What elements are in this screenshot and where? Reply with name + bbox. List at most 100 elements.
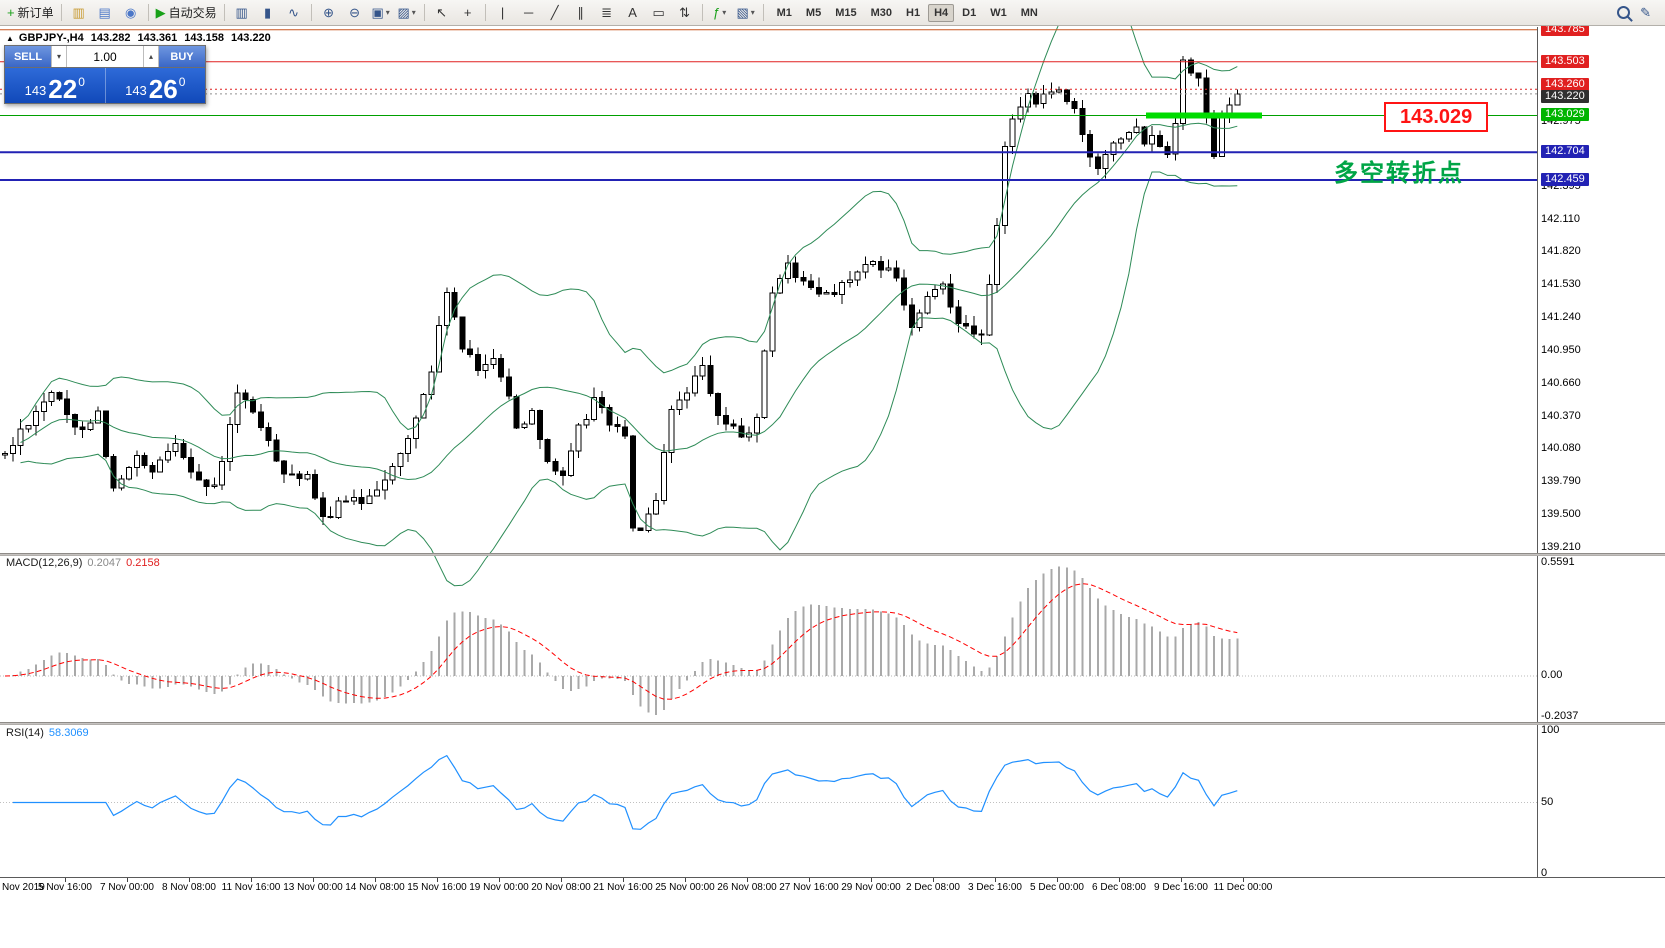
time-axis-label: 5 Nov 16:00: [38, 882, 92, 893]
time-axis-tick: [685, 878, 686, 882]
edit-icon[interactable]: ✎: [1640, 5, 1651, 20]
zoom-in-icon: ⊕: [323, 5, 335, 20]
sell-button[interactable]: SELL: [5, 46, 51, 67]
toolbar-label-tool-button[interactable]: ▭: [646, 3, 672, 23]
panel-separator-macd[interactable]: [0, 553, 1665, 556]
volume-increase-button[interactable]: ▴: [143, 46, 159, 67]
price-axis-label: 139.500: [1541, 508, 1581, 521]
toolbar-navigator-button[interactable]: ◉: [118, 3, 144, 23]
time-axis-label: 14 Nov 08:00: [345, 882, 405, 893]
toolbar-profiles-button[interactable]: ▨ ▾: [394, 3, 420, 23]
price-axis-label: 100: [1541, 724, 1560, 736]
timeframe-h1-button[interactable]: H1: [906, 6, 921, 19]
data-window-icon: ▤: [98, 5, 111, 20]
timeframe-m1-button[interactable]: M1: [776, 6, 792, 19]
zoom-out-icon: ⊖: [349, 5, 361, 20]
price-axis-label: 140.370: [1541, 409, 1581, 422]
price-axis-label: 0: [1541, 867, 1548, 879]
toolbar-trendline-tool-button[interactable]: ╱: [542, 3, 568, 23]
toolbar-crosshair-button[interactable]: +: [455, 3, 481, 23]
toolbar-new-order-button[interactable]: + 新订单: [4, 3, 57, 23]
toolbar-separator: [60, 4, 62, 21]
cursor-icon: ↖: [436, 5, 448, 20]
panel-separator-rsi[interactable]: [0, 722, 1665, 725]
price-axis[interactable]: 142.975142.395142.110141.820141.530141.2…: [1537, 22, 1665, 879]
timeframe-m5-button[interactable]: M5: [805, 6, 822, 19]
toolbar: + 新订单 ▥ ▤ ◉ ▶ 自动交易 ▥ ▮ ∿ ⊕ ⊖ ▣ ▾ ▨ ▾ ↖ + | ─ ╱ ∥ ≣ A ▭ ⇅ ƒ ▾ ▧ ▾ M1 M5 M…: [0, 0, 1665, 26]
toolbar-auto-trading-button[interactable]: ▶ 自动交易: [153, 3, 220, 23]
toolbar-bar-chart-type-button[interactable]: ▥: [229, 3, 255, 23]
time-axis-tick: [1119, 878, 1120, 882]
crosshair-icon: +: [463, 5, 472, 20]
volume-input[interactable]: [67, 46, 143, 67]
auto-trading-icon: ▶: [155, 5, 166, 20]
toolbar-vertical-line-tool-button[interactable]: |: [490, 3, 516, 23]
toolbar-separator: [223, 4, 225, 21]
price-axis-label: 50: [1541, 795, 1554, 808]
bid-price-display[interactable]: 143 22 0: [24, 73, 85, 104]
timeframe-w1-button[interactable]: W1: [990, 6, 1007, 19]
toolbar-zoom-out-button[interactable]: ⊖: [342, 3, 368, 23]
timeframe-d1-button[interactable]: D1: [962, 6, 977, 19]
profiles-icon: ▨: [397, 5, 410, 20]
toolbar-horizontal-line-tool-button[interactable]: ─: [516, 3, 542, 23]
rsi-indicator-label: RSI(14) 58.3069: [6, 727, 89, 739]
timeframe-m30-button[interactable]: M30: [870, 6, 892, 19]
toolbar-indicators-button[interactable]: ƒ ▾: [707, 3, 733, 23]
macd-indicator-label: MACD(12,26,9) 0.2047 0.2158: [6, 557, 160, 569]
toolbar-line-chart-type-button[interactable]: ∿: [281, 3, 307, 23]
ask-price-display[interactable]: 143 26 0: [104, 68, 206, 103]
toolbar-cursor-button[interactable]: ↖: [429, 3, 455, 23]
time-axis-label: 26 Nov 08:00: [717, 882, 777, 893]
price-axis-tag: 143.260: [1541, 78, 1589, 92]
ohlc-open: 143.282: [90, 32, 131, 44]
time-axis-label: 29 Nov 00:00: [841, 882, 901, 893]
toolbar-market-watch-button[interactable]: ▥: [66, 3, 92, 23]
buy-button[interactable]: BUY: [159, 46, 205, 67]
timeframe-mn-button[interactable]: MN: [1020, 6, 1038, 19]
toolbar-data-window-button[interactable]: ▤: [92, 3, 118, 23]
time-axis-label: 8 Nov 08:00: [162, 882, 216, 893]
price-axis-label: 0.5591: [1541, 556, 1575, 568]
toolbar-fibonacci-tool-button[interactable]: ≣: [594, 3, 620, 23]
time-axis-tick: [747, 878, 748, 882]
price-axis-tag: 142.704: [1541, 145, 1589, 159]
toolbar-channel-tool-button[interactable]: ∥: [568, 3, 594, 23]
turning-point-annotation[interactable]: 多空转折点: [1334, 160, 1464, 187]
ohlc-low: 143.158: [184, 32, 225, 44]
ohlc-close: 143.220: [231, 32, 271, 44]
time-axis-label: Nov 2019: [2, 882, 45, 893]
new-chart-icon: ▣: [371, 5, 384, 20]
time-axis-label: 5 Dec 00:00: [1030, 882, 1084, 893]
toolbar-arrows-tool-button[interactable]: ⇅: [672, 3, 698, 23]
caret-down-icon: ▾: [750, 8, 755, 17]
toolbar-text-tool-button[interactable]: A: [620, 3, 646, 23]
candle-chart-type-icon: ▮: [264, 5, 272, 20]
arrows-tool-icon: ⇅: [679, 5, 691, 20]
price-axis-label: 141.820: [1541, 245, 1581, 258]
search-icon[interactable]: [1617, 6, 1631, 19]
timeframe-switcher: M1 M5 M15 M30 H1 H4 D1 W1 MN: [770, 3, 1045, 22]
caret-down-icon: ▾: [411, 8, 416, 17]
time-axis-label: 11 Nov 16:00: [221, 882, 281, 893]
bar-chart-type-icon: ▥: [235, 5, 248, 20]
time-axis-tick: [189, 878, 190, 882]
expand-panel-icon[interactable]: ▲: [6, 33, 14, 43]
time-axis-tick: [561, 878, 562, 882]
price-level-callout[interactable]: 143.029: [1384, 102, 1489, 132]
time-axis-label: 6 Dec 08:00: [1092, 882, 1146, 893]
volume-decrease-button[interactable]: ▾: [51, 46, 67, 67]
toolbar-candle-chart-type-button[interactable]: ▮: [255, 3, 281, 23]
time-axis-label: 15 Nov 16:00: [407, 882, 467, 893]
time-axis[interactable]: Nov 2019 5 Nov 16:00 7 Nov 00:00 8 Nov 08:0…: [0, 877, 1665, 948]
price-axis-label: 140.080: [1541, 442, 1581, 455]
timeframe-h4-button[interactable]: H4: [928, 3, 955, 22]
toolbar-zoom-in-button[interactable]: ⊕: [316, 3, 342, 23]
toolbar-new-chart-button[interactable]: ▣ ▾: [368, 3, 394, 23]
time-axis-tick: [251, 878, 252, 882]
toolbar-templates-button[interactable]: ▧ ▾: [733, 3, 759, 23]
time-axis-label: 2 Dec 08:00: [906, 882, 960, 893]
timeframe-m15-button[interactable]: M15: [835, 6, 857, 19]
